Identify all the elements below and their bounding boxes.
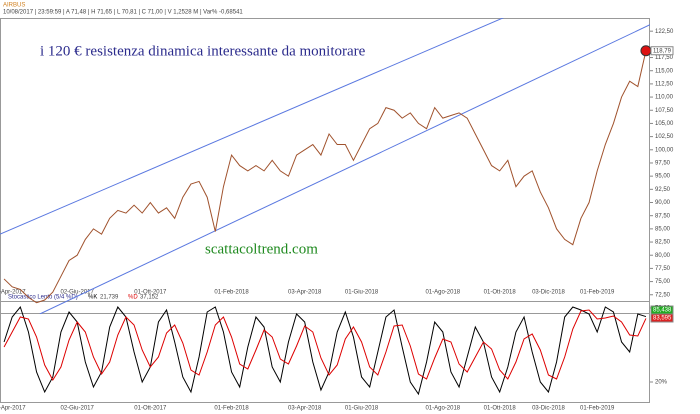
subtitle: 10/08/2017 | 23:59:59 | A 71,48 | H 71,6… bbox=[3, 10, 243, 16]
last-point-marker bbox=[640, 45, 652, 57]
legend-name: %D bbox=[128, 295, 138, 301]
stoch-pane bbox=[0, 301, 650, 403]
x-tick-label: 01-Ott-2018 bbox=[484, 406, 517, 412]
x-tick-label: 01-Ott-2017 bbox=[134, 290, 167, 296]
series-line bbox=[3, 50, 647, 304]
x-tick-label: 01-Feb-2018 bbox=[214, 406, 249, 412]
y-tick-label: 117,50 bbox=[655, 55, 674, 61]
y-tick-label: 115,00 bbox=[655, 68, 674, 74]
y-tick-label: 105,00 bbox=[655, 121, 674, 127]
y-tick-label: 112,50 bbox=[655, 81, 674, 87]
y-tick-label: 92,50 bbox=[655, 187, 671, 193]
x-tick-label: -Apr-2017 bbox=[0, 406, 26, 412]
x-tick-label: 01-Giu-2018 bbox=[345, 406, 379, 412]
x-tick-label: 03-Dic-2018 bbox=[532, 406, 565, 412]
y-tick-label: 90,00 bbox=[655, 200, 671, 206]
y-tick-label: 77,50 bbox=[655, 266, 671, 272]
last-value-label: 83,595 bbox=[653, 316, 672, 322]
x-tick-label: 01-Giu-2018 bbox=[345, 290, 379, 296]
y-tick-label: 72,50 bbox=[655, 292, 671, 298]
y-tick-label: 82,50 bbox=[655, 240, 671, 246]
x-tick-label: 01-Feb-2019 bbox=[580, 290, 615, 296]
x-tick-label: 03-Apr-2018 bbox=[288, 406, 322, 412]
legend-name: %K bbox=[88, 295, 97, 301]
last-value-box bbox=[650, 46, 674, 56]
stoch-title: Stocastico Lento (5/4 %D) bbox=[8, 295, 78, 301]
plot-area bbox=[0, 18, 650, 314]
y-tick-label: 95,00 bbox=[655, 174, 671, 180]
chart-title: AIRBUS bbox=[3, 3, 25, 9]
x-tick-label: 03-Apr-2018 bbox=[288, 290, 322, 296]
last-value-label: 118,79 bbox=[653, 48, 672, 54]
x-tick-label: -Apr-2017 bbox=[0, 290, 26, 296]
plot-area bbox=[3, 305, 647, 396]
y-tick-label: 122,50 bbox=[655, 29, 674, 35]
series-line bbox=[3, 305, 647, 396]
y-tick-label: 102,50 bbox=[655, 134, 674, 140]
price-pane bbox=[0, 18, 650, 314]
last-value-box bbox=[650, 313, 674, 323]
last-value-label: 85,438 bbox=[653, 308, 672, 314]
y-tick-label: 85,00 bbox=[655, 226, 671, 232]
legend: %K 21,739 %D 37,152 bbox=[88, 295, 159, 301]
y-tick-label: 100,00 bbox=[655, 147, 674, 153]
x-tick-label: 02-Giu-2017 bbox=[61, 406, 95, 412]
y-tick-label: 20% bbox=[655, 380, 668, 386]
legend-value: 21,739 bbox=[100, 295, 119, 301]
legend-value: 37,152 bbox=[140, 295, 159, 301]
annotation: i 120 € resistenza dinamica interessante… bbox=[40, 43, 366, 59]
y-tick-label: 97,50 bbox=[655, 161, 671, 167]
y-tick-label: 75,00 bbox=[655, 279, 671, 285]
trend-line bbox=[0, 18, 505, 235]
x-tick-label: 01-Feb-2018 bbox=[214, 290, 249, 296]
series-line bbox=[3, 309, 647, 381]
trend-line bbox=[39, 24, 650, 314]
y-tick-label: 107,50 bbox=[655, 108, 674, 114]
y-tick-label: 87,50 bbox=[655, 213, 671, 219]
x-tick-label: 01-Ott-2018 bbox=[484, 290, 517, 296]
x-tick-label: 01-Ott-2017 bbox=[134, 406, 167, 412]
annotation: scattacoltrend.com bbox=[205, 241, 318, 257]
x-tick-label: 03-Dic-2018 bbox=[532, 290, 565, 296]
x-tick-label: 01-Feb-2019 bbox=[580, 406, 615, 412]
y-tick-label: 110,00 bbox=[655, 95, 674, 101]
x-tick-label: 01-Ago-2018 bbox=[425, 290, 460, 296]
x-tick-label: 01-Ago-2018 bbox=[425, 406, 460, 412]
y-tick-label: 80,00 bbox=[655, 253, 671, 259]
x-tick-label: 02-Giu-2017 bbox=[61, 290, 95, 296]
